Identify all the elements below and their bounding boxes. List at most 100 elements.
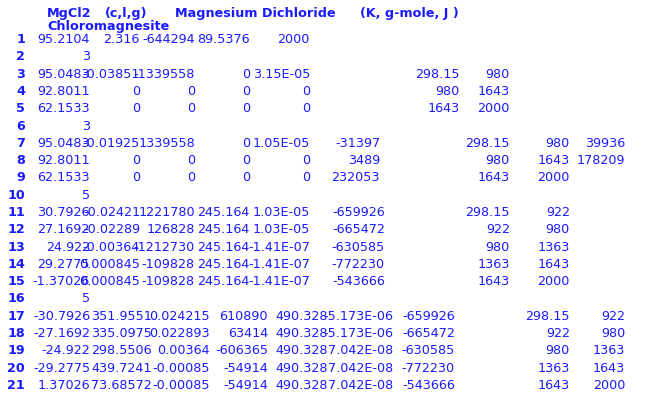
Text: 62.1533: 62.1533: [37, 172, 90, 184]
Text: 232053: 232053: [332, 172, 380, 184]
Text: 922: 922: [546, 206, 570, 219]
Text: -24.922: -24.922: [41, 344, 90, 358]
Text: 2000: 2000: [478, 102, 510, 115]
Text: 980: 980: [486, 67, 510, 81]
Text: 298.5506: 298.5506: [92, 344, 152, 358]
Text: 5: 5: [82, 292, 90, 306]
Text: 2000: 2000: [277, 33, 310, 46]
Text: -1.41E-07: -1.41E-07: [248, 241, 310, 254]
Text: 95.0483: 95.0483: [37, 137, 90, 150]
Text: -109828: -109828: [142, 258, 195, 271]
Text: 0: 0: [187, 85, 195, 98]
Text: -1.41E-07: -1.41E-07: [248, 275, 310, 288]
Text: 73.68572: 73.68572: [91, 379, 152, 392]
Text: 0: 0: [132, 85, 140, 98]
Text: MgCl2: MgCl2: [47, 7, 92, 20]
Text: Chloromagnesite: Chloromagnesite: [47, 20, 169, 33]
Text: -543666: -543666: [402, 379, 455, 392]
Text: 0: 0: [132, 102, 140, 115]
Text: 0: 0: [302, 154, 310, 167]
Text: 20: 20: [7, 362, 25, 375]
Text: 0: 0: [132, 172, 140, 184]
Text: 922: 922: [486, 223, 510, 236]
Text: 439.7241: 439.7241: [92, 362, 152, 375]
Text: 0.022893: 0.022893: [150, 327, 210, 340]
Text: 2000: 2000: [538, 172, 570, 184]
Text: 1: 1: [16, 33, 25, 46]
Text: 24.922: 24.922: [46, 241, 90, 254]
Text: 2000: 2000: [538, 275, 570, 288]
Text: 0.00364: 0.00364: [157, 344, 210, 358]
Text: -1339558: -1339558: [134, 67, 195, 81]
Text: -0.02289: -0.02289: [83, 223, 140, 236]
Text: 1643: 1643: [478, 172, 510, 184]
Text: -5.173E-06: -5.173E-06: [323, 310, 393, 323]
Text: -0.00364: -0.00364: [83, 241, 140, 254]
Text: 19: 19: [7, 344, 25, 358]
Text: 1363: 1363: [478, 258, 510, 271]
Text: 17: 17: [7, 310, 25, 323]
Text: -0.03851: -0.03851: [83, 67, 140, 81]
Text: 1643: 1643: [428, 102, 460, 115]
Text: -5.173E-06: -5.173E-06: [323, 327, 393, 340]
Text: 29.2775: 29.2775: [37, 258, 90, 271]
Text: -644294: -644294: [143, 33, 195, 46]
Text: 89.5376: 89.5376: [197, 33, 250, 46]
Text: 1643: 1643: [538, 154, 570, 167]
Text: 1643: 1643: [538, 258, 570, 271]
Text: 0.000845: 0.000845: [79, 258, 140, 271]
Text: 980: 980: [486, 154, 510, 167]
Text: 1221780: 1221780: [139, 206, 195, 219]
Text: 5: 5: [16, 102, 25, 115]
Text: 178209: 178209: [577, 154, 625, 167]
Text: 126828: 126828: [146, 223, 195, 236]
Text: 0: 0: [187, 102, 195, 115]
Text: 18: 18: [7, 327, 25, 340]
Text: 92.8011: 92.8011: [37, 154, 90, 167]
Text: 980: 980: [546, 137, 570, 150]
Text: 0: 0: [242, 154, 250, 167]
Text: 0: 0: [187, 172, 195, 184]
Text: 3: 3: [16, 67, 25, 81]
Text: 3: 3: [82, 119, 90, 132]
Text: 7.042E-08: 7.042E-08: [328, 379, 393, 392]
Text: -606365: -606365: [215, 344, 268, 358]
Text: (c,l,g): (c,l,g): [105, 7, 148, 20]
Text: 1643: 1643: [478, 275, 510, 288]
Text: 922: 922: [601, 310, 625, 323]
Text: 490.328: 490.328: [275, 344, 328, 358]
Text: -630585: -630585: [402, 344, 455, 358]
Text: 1339558: 1339558: [138, 137, 195, 150]
Text: 39936: 39936: [585, 137, 625, 150]
Text: -0.01925: -0.01925: [83, 137, 140, 150]
Text: -772230: -772230: [402, 362, 455, 375]
Text: 490.328: 490.328: [275, 379, 328, 392]
Text: 8: 8: [16, 154, 25, 167]
Text: 0: 0: [242, 137, 250, 150]
Text: -54914: -54914: [223, 379, 268, 392]
Text: -1.37026: -1.37026: [33, 275, 90, 288]
Text: 5: 5: [82, 189, 90, 202]
Text: 7: 7: [16, 137, 25, 150]
Text: 2: 2: [16, 50, 25, 63]
Text: 4: 4: [16, 85, 25, 98]
Text: 0: 0: [132, 154, 140, 167]
Text: 92.8011: 92.8011: [37, 85, 90, 98]
Text: 0: 0: [242, 102, 250, 115]
Text: 27.1692: 27.1692: [37, 223, 90, 236]
Text: 1363: 1363: [593, 344, 625, 358]
Text: 11: 11: [7, 206, 25, 219]
Text: 922: 922: [546, 327, 570, 340]
Text: 1643: 1643: [538, 379, 570, 392]
Text: 245.164: 245.164: [197, 275, 250, 288]
Text: -659926: -659926: [332, 206, 385, 219]
Text: -1.41E-07: -1.41E-07: [248, 258, 310, 271]
Text: 0: 0: [242, 67, 250, 81]
Text: 0: 0: [302, 102, 310, 115]
Text: -0.02421: -0.02421: [83, 206, 140, 219]
Text: 95.2104: 95.2104: [37, 33, 90, 46]
Text: 298.15: 298.15: [466, 206, 510, 219]
Text: 980: 980: [546, 344, 570, 358]
Text: 610890: 610890: [219, 310, 268, 323]
Text: 298.15: 298.15: [466, 137, 510, 150]
